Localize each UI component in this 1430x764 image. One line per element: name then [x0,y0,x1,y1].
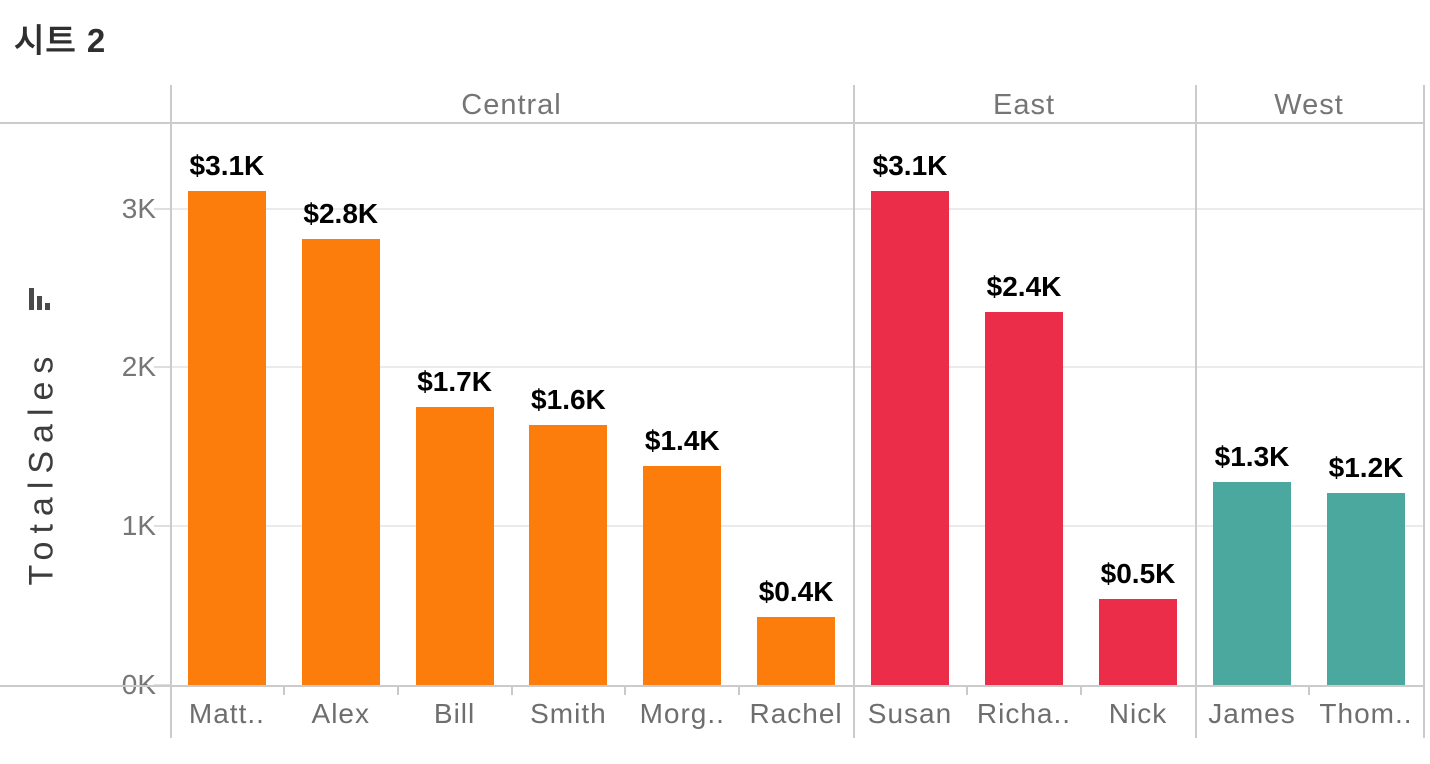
category-tick-mark [1080,687,1082,695]
bar-thom[interactable] [1327,492,1405,685]
bar-james[interactable] [1213,481,1291,685]
category-label-james[interactable]: James [1208,698,1296,729]
bar-nick[interactable] [1099,599,1177,685]
bar-smith[interactable] [529,424,608,685]
bar-susan[interactable] [871,191,949,685]
bar-bill[interactable] [415,407,494,685]
category-label-richa[interactable]: Richa.. [976,698,1072,729]
region-header-east[interactable]: East [992,89,1056,121]
category-label-thom[interactable]: Thom.. [1319,698,1413,729]
category-label-alex[interactable]: Alex [311,698,370,729]
bar-richa[interactable] [985,311,1063,685]
category-tick-mark [624,687,627,695]
y-tick-mark [154,366,170,369]
category-label-rachel[interactable]: Rachel [749,698,843,729]
bar-value-label-rachel: $0.4K [758,575,834,607]
panel-border [170,85,172,738]
sheet-title: 시트 2 [14,22,107,59]
region-header-central[interactable]: Central [461,89,562,121]
y-tick-mark [154,525,170,528]
category-label-morg[interactable]: Morg.. [639,698,725,729]
bar-value-label-thom: $1.2K [1328,451,1404,483]
y-tick-label: 3K [121,192,156,224]
x-axis-line [0,685,1425,687]
bar-rachel[interactable] [757,616,836,685]
category-label-smith[interactable]: Smith [530,698,607,729]
category-tick-mark [282,687,285,695]
y-tick-mark [154,207,170,210]
y-tick-label: 2K [121,351,156,383]
sort-descending-icon[interactable] [29,288,53,310]
bar-value-label-bill: $1.7K [417,366,492,398]
category-label-nick[interactable]: Nick [1108,698,1168,729]
category-tick-mark [738,687,741,695]
bar-value-label-morg: $1.4K [644,424,720,456]
y-gridline [170,366,1423,369]
panel-border [853,85,855,738]
bar-alex[interactable] [301,238,380,685]
y-tick-label: 0K [121,669,156,700]
category-tick-mark [510,687,513,695]
bar-value-label-james: $1.3K [1214,440,1290,472]
bar-value-label-susan: $3.1K [872,150,948,182]
category-tick-mark [966,687,968,695]
category-label-bill[interactable]: Bill [433,698,476,729]
sort-icon-bar [45,303,50,310]
bar-value-label-richa: $2.4K [986,270,1062,302]
sort-icon-bar [29,288,34,310]
bar-value-label-smith: $1.6K [531,383,606,415]
plot-top-border [0,122,1425,124]
category-label-susan[interactable]: Susan [867,698,953,729]
region-header-west[interactable]: West [1274,89,1344,121]
panel-border [1195,85,1197,738]
bar-matt[interactable] [187,191,266,685]
y-gridline [170,207,1423,210]
category-tick-mark [396,687,399,695]
bar-morg[interactable] [643,465,722,685]
y-gridline [170,525,1423,528]
y-axis-title: TotalSales [22,348,61,586]
sort-icon-bar [37,296,42,310]
category-label-matt[interactable]: Matt.. [188,698,265,729]
bar-value-label-alex: $2.8K [303,197,379,229]
bar-value-label-matt: $3.1K [189,150,265,182]
panel-border [1423,85,1425,738]
bar-value-label-nick: $0.5K [1100,558,1176,590]
category-tick-mark [1308,687,1310,695]
y-tick-label: 1K [121,510,156,542]
